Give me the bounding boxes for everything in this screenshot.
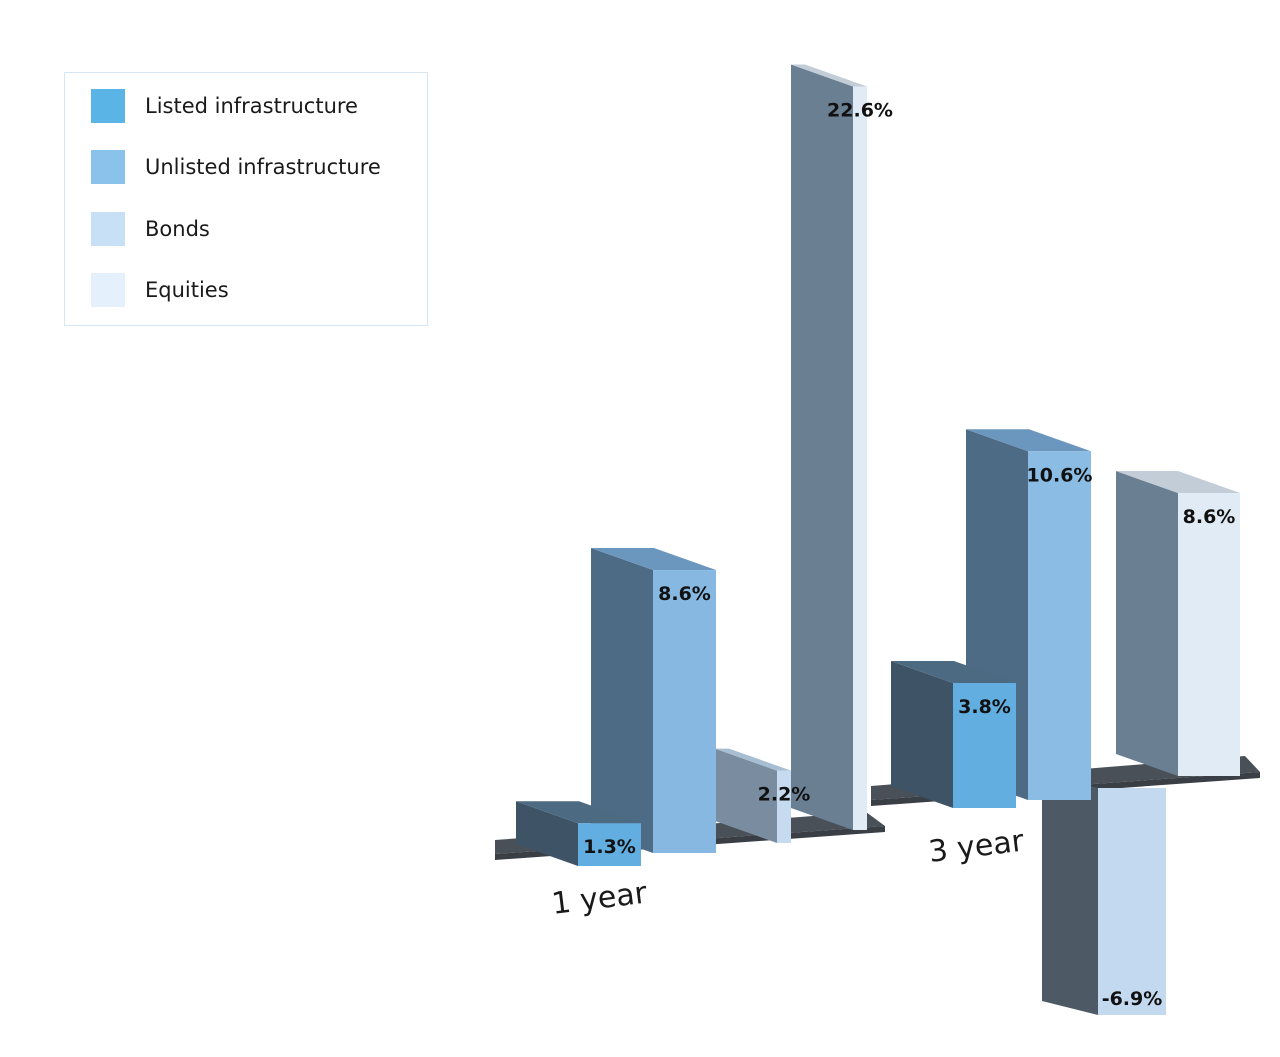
legend-swatch (91, 212, 125, 246)
bar-front (1098, 788, 1166, 1016)
data-label: 3.8% (958, 696, 1011, 718)
bar-side (591, 548, 653, 853)
bar-front (953, 682, 1016, 808)
bar-equities: 8.6% (1116, 471, 1240, 776)
legend-swatch (91, 150, 125, 184)
bar-side (1042, 774, 1098, 1016)
bar-side (516, 801, 578, 866)
bar-top (715, 748, 791, 771)
legend-swatch (91, 273, 125, 307)
legend-item-bonds: Bonds (91, 212, 210, 246)
bar-group-3-year: 8.6% -6.9% 10.6% 3.8% 3 year (871, 429, 1260, 1016)
legend-label: Bonds (145, 217, 210, 241)
bar-front (1028, 451, 1091, 800)
data-label: -6.9% (1102, 988, 1163, 1010)
bar-front (777, 770, 791, 843)
legend-item-unlisted-infrastructure: Unlisted infrastructure (91, 150, 381, 184)
bar-front (653, 570, 716, 853)
bar-front (1178, 493, 1240, 776)
bar-side (891, 660, 953, 808)
legend: Listed infrastructure Unlisted infrastru… (64, 72, 428, 326)
bar-top (791, 64, 867, 87)
data-label: 1.3% (583, 836, 636, 858)
bar-bonds: -6.9% (1042, 774, 1166, 1016)
bar-front (853, 86, 867, 830)
data-label: 10.6% (1027, 464, 1093, 486)
legend-swatch (91, 89, 125, 123)
bar-top (966, 429, 1091, 452)
bar-front (578, 823, 641, 866)
legend-label: Unlisted infrastructure (145, 155, 381, 179)
data-label: 2.2% (758, 784, 811, 806)
bar-side (791, 64, 853, 830)
data-label: 8.6% (1183, 506, 1236, 528)
data-label: 22.6% (827, 99, 893, 121)
bar-group-1-year: 22.6% 2.2% 8.6% 1.3% 1 year (495, 64, 893, 922)
bar-side (1116, 471, 1178, 776)
category-label: 3 year (927, 823, 1027, 869)
bar-bonds: 2.2% (715, 748, 811, 843)
bar-top (1116, 471, 1240, 494)
category-label: 1 year (550, 875, 650, 921)
bar-equities: 22.6% (791, 64, 893, 830)
bar-listed-infrastructure: 1.3% (516, 801, 641, 866)
bar-unlisted-infrastructure: 8.6% (591, 548, 716, 853)
bar-top (591, 548, 716, 571)
legend-label: Listed infrastructure (145, 94, 358, 118)
bar-top (516, 801, 641, 824)
bar-side (715, 748, 777, 843)
bar-listed-infrastructure: 3.8% (891, 660, 1016, 808)
legend-label: Equities (145, 278, 229, 302)
legend-item-listed-infrastructure: Listed infrastructure (91, 89, 358, 123)
legend-item-equities: Equities (91, 273, 229, 307)
bar-top (891, 660, 1016, 683)
data-label: 8.6% (658, 583, 711, 605)
